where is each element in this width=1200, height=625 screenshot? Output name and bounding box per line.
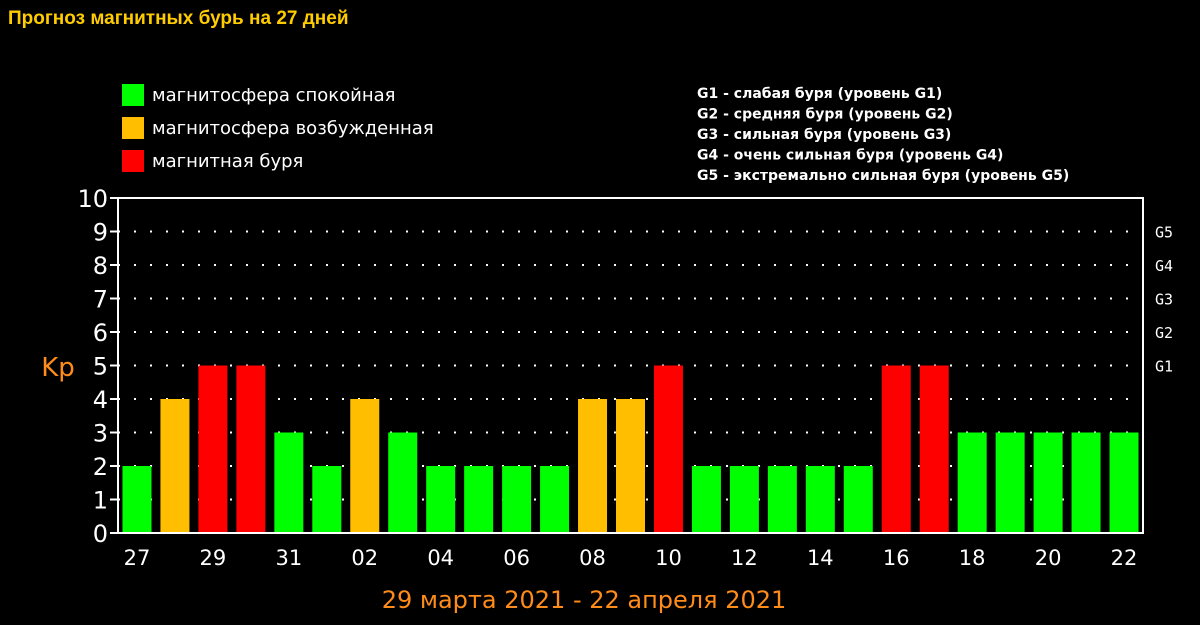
bar-10 xyxy=(653,365,683,533)
storm-scale-item: G2 - средняя буря (уровень G2) xyxy=(697,107,953,123)
legend-swatch-excited xyxy=(122,117,144,139)
bar-15 xyxy=(843,466,873,533)
y-tick-label: 5 xyxy=(93,353,108,381)
bar-11 xyxy=(691,466,721,533)
x-tick-label: 10 xyxy=(655,546,682,570)
g-level-G2: G2 xyxy=(1155,324,1173,342)
x-tick-label: 22 xyxy=(1111,546,1138,570)
storm-scale-item: G5 - экстремально сильная буря (уровень … xyxy=(697,168,1069,184)
bar-13 xyxy=(767,466,797,533)
bar-27 xyxy=(122,466,152,533)
bar-06 xyxy=(502,466,532,533)
x-tick-label: 27 xyxy=(124,546,151,570)
bar-22 xyxy=(1109,432,1139,533)
storm-scale-legend: G1 - слабая буря (уровень G1) G2 - средня… xyxy=(697,86,1069,184)
x-tick-label: 31 xyxy=(275,546,302,570)
storm-scale-item: G4 - очень сильная буря (уровень G4) xyxy=(697,148,1003,164)
bar-07 xyxy=(540,466,570,533)
bar-03 xyxy=(388,432,418,533)
y-tick-label: 10 xyxy=(77,185,108,213)
x-tick-label: 06 xyxy=(503,546,530,570)
storm-scale-item: G1 - слабая буря (уровень G1) xyxy=(697,86,942,102)
storm-scale-item: G3 - сильная буря (уровень G3) xyxy=(697,127,951,143)
y-tick-label: 0 xyxy=(93,520,108,548)
g-level-G5: G5 xyxy=(1155,224,1173,242)
bar-14 xyxy=(805,466,835,533)
bar-21 xyxy=(1071,432,1101,533)
y-tick-label: 1 xyxy=(93,487,108,515)
bar-30 xyxy=(236,365,266,533)
x-tick-label: 20 xyxy=(1035,546,1062,570)
y-tick-label: 7 xyxy=(93,286,108,314)
bar-29 xyxy=(198,365,228,533)
x-tick-label: 29 xyxy=(200,546,227,570)
bar-17 xyxy=(919,365,949,533)
y-tick-label: 2 xyxy=(93,453,108,481)
legend-label-excited: магнитосфера возбужденная xyxy=(152,118,434,139)
bar-31 xyxy=(274,432,304,533)
bar-12 xyxy=(729,466,759,533)
y-tick-label: 6 xyxy=(93,319,108,347)
x-tick-label: 14 xyxy=(807,546,834,570)
g-level-G1: G1 xyxy=(1155,358,1173,376)
bar-05 xyxy=(464,466,494,533)
status-legend: магнитосфера спокойная магнитосфера возбу… xyxy=(122,84,434,172)
x-tick-label: 02 xyxy=(351,546,378,570)
legend-swatch-calm xyxy=(122,84,144,106)
g-level-G4: G4 xyxy=(1155,257,1173,275)
bar-19 xyxy=(995,432,1025,533)
legend-swatch-storm xyxy=(122,150,144,172)
y-tick-label: 4 xyxy=(93,386,108,414)
bar-04 xyxy=(426,466,456,533)
y-axis-label: Kp xyxy=(41,353,75,383)
x-tick-label: 04 xyxy=(427,546,454,570)
y-tick-label: 8 xyxy=(93,252,108,280)
x-tick-label: 18 xyxy=(959,546,986,570)
legend-label-calm: магнитосфера спокойная xyxy=(152,85,395,106)
bar-02 xyxy=(350,399,380,533)
bar-09 xyxy=(616,399,645,533)
x-tick-label: 16 xyxy=(883,546,910,570)
bar-28 xyxy=(160,399,190,533)
bar-18 xyxy=(957,432,987,533)
y-tick-label: 3 xyxy=(93,420,108,448)
g-level-G3: G3 xyxy=(1155,291,1173,309)
legend-label-storm: магнитная буря xyxy=(152,151,303,172)
bar-20 xyxy=(1033,432,1063,533)
x-tick-label: 12 xyxy=(731,546,758,570)
x-axis-label: 29 марта 2021 - 22 апреля 2021 xyxy=(382,586,787,614)
bar-16 xyxy=(881,365,911,533)
y-tick-label: 9 xyxy=(93,219,108,247)
bars xyxy=(122,365,1139,533)
page-title: Прогноз магнитных бурь на 27 дней xyxy=(8,8,349,29)
bar-01 xyxy=(312,466,342,533)
bar-08 xyxy=(578,399,608,533)
x-tick-label: 08 xyxy=(579,546,606,570)
